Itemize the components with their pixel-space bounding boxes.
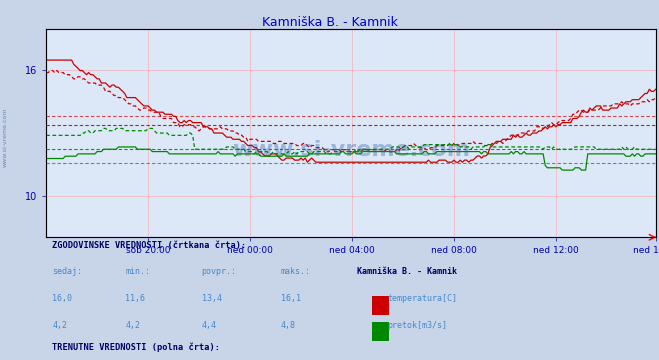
Text: 13,4: 13,4 — [202, 294, 221, 303]
Text: www.si-vreme.com: www.si-vreme.com — [232, 140, 470, 160]
Text: TRENUTNE VREDNOSTI (polna črta):: TRENUTNE VREDNOSTI (polna črta): — [52, 342, 220, 352]
Text: Kamniška B. - Kamnik: Kamniška B. - Kamnik — [357, 267, 457, 276]
FancyBboxPatch shape — [372, 296, 389, 315]
Text: 11,6: 11,6 — [125, 294, 146, 303]
Text: 4,2: 4,2 — [52, 321, 67, 330]
Text: temperatura[C]: temperatura[C] — [387, 294, 457, 303]
Text: www.si-vreme.com: www.si-vreme.com — [3, 107, 8, 167]
Text: ZGODOVINSKE VREDNOSTI (črtkana črta):: ZGODOVINSKE VREDNOSTI (črtkana črta): — [52, 241, 246, 250]
Text: povpr.:: povpr.: — [202, 267, 237, 276]
Text: Kamniška B. - Kamnik: Kamniška B. - Kamnik — [262, 16, 397, 29]
FancyBboxPatch shape — [372, 322, 389, 341]
Text: 16,1: 16,1 — [281, 294, 301, 303]
Text: min.:: min.: — [125, 267, 150, 276]
Text: maks.:: maks.: — [281, 267, 311, 276]
Text: 4,4: 4,4 — [202, 321, 217, 330]
Text: 4,8: 4,8 — [281, 321, 296, 330]
Text: pretok[m3/s]: pretok[m3/s] — [387, 321, 447, 330]
Text: 16,0: 16,0 — [52, 294, 72, 303]
Text: 4,2: 4,2 — [125, 321, 140, 330]
Text: sedaj:: sedaj: — [52, 267, 82, 276]
